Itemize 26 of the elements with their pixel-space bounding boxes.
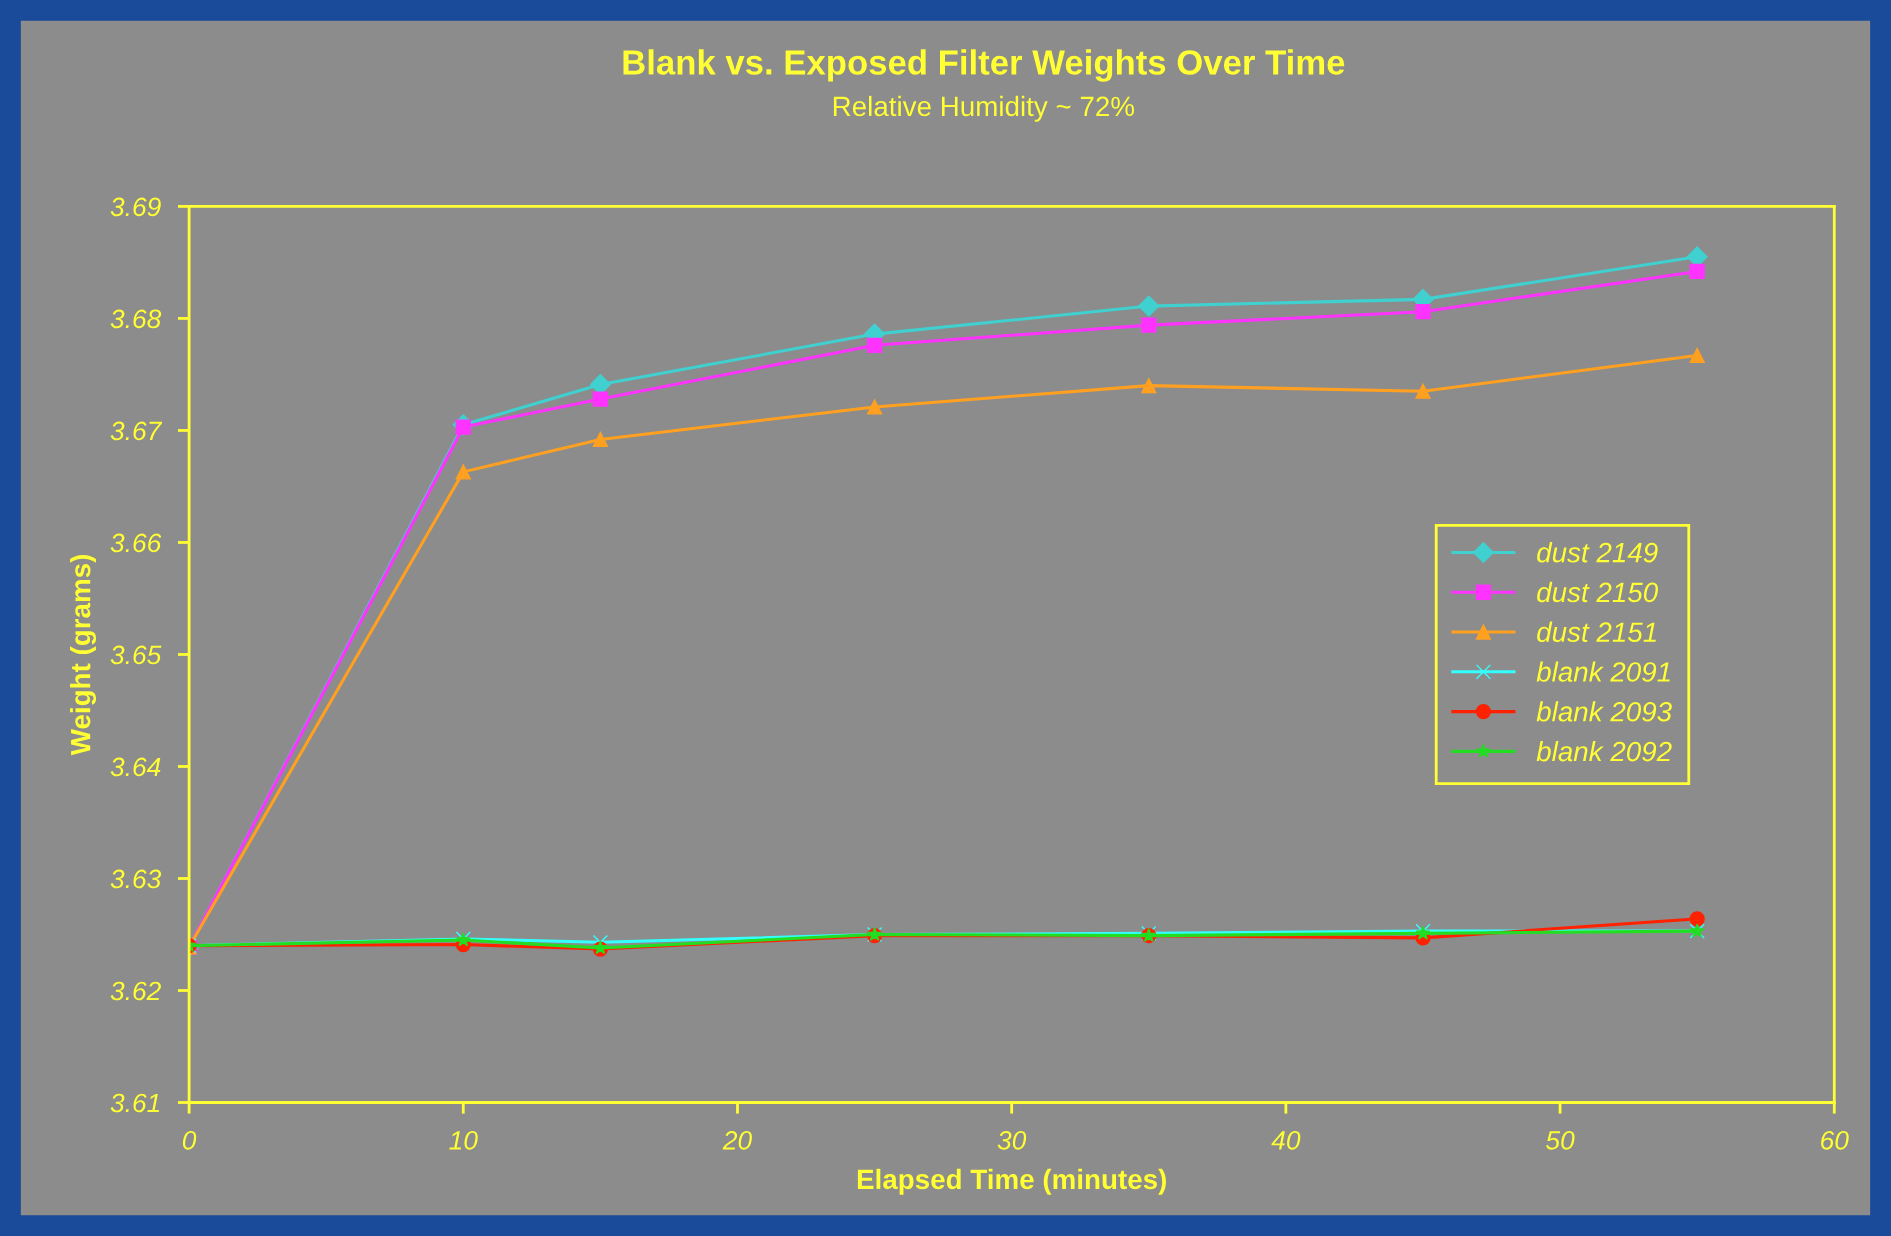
y-axis-title: Weight (grams) [70,555,97,756]
legend-label: dust 2149 [1537,542,1658,563]
x-tick-label: 30 [997,1130,1027,1150]
x-tick-label: 10 [449,1130,478,1150]
x-tick-label: 0 [182,1130,197,1150]
x-tick-label: 60 [1821,1130,1849,1150]
legend-label: dust 2150 [1537,581,1658,603]
y-tick-label: 3.63 [110,869,162,889]
y-tick-label: 3.61 [110,1093,160,1113]
y-tick-label: 3.66 [110,533,162,553]
x-axis-title: Elapsed Time (minutes) [857,1168,1166,1195]
legend-label: dust 2151 [1537,621,1656,643]
chart-title: Blank vs. Exposed Filter Weights Over Time [623,49,1345,82]
legend-label: blank 2093 [1536,701,1672,722]
y-tick-label: 3.68 [110,309,162,329]
y-tick-label: 3.69 [110,197,161,217]
y-tick-label: 3.65 [110,645,162,665]
y-tick-label: 3.62 [110,981,161,1001]
x-tick-label: 40 [1271,1130,1301,1150]
chart-subtitle: Relative Humidity ~ 72% [833,95,1135,122]
legend-label: blank 2092 [1536,740,1672,762]
y-tick-label: 3.64 [110,757,161,777]
y-tick-label: 3.67 [110,421,163,441]
legend-label: blank 2091 [1536,661,1670,682]
x-tick-label: 20 [722,1130,752,1150]
x-tick-label: 50 [1545,1130,1575,1150]
